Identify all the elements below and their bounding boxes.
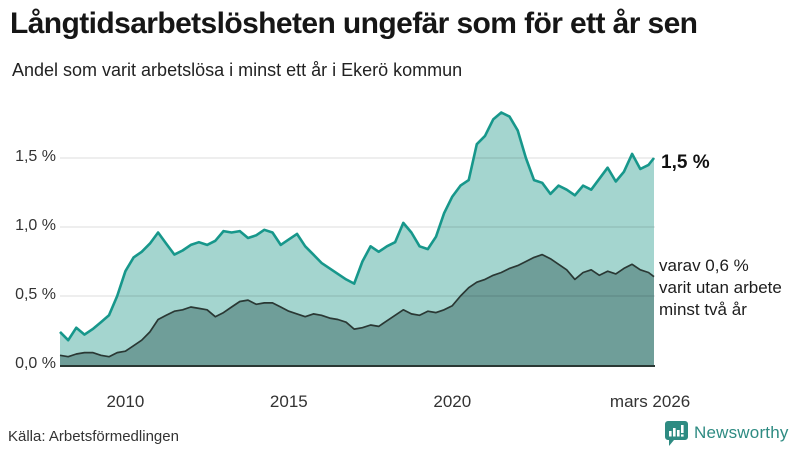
area-two-year-series	[60, 254, 654, 365]
two-year-annotation: varav 0,6 % varit utan arbete minst två …	[659, 255, 782, 321]
x-tick-label: mars 2026	[609, 392, 691, 411]
newsworthy-chart-bubble-icon	[665, 421, 688, 446]
source-caption: Källa: Arbetsförmedlingen	[8, 428, 179, 445]
brand-name: Newsworthy	[694, 423, 789, 442]
y-tick-label: 0,5 %	[15, 286, 56, 303]
x-tick-label: 2010	[106, 392, 145, 411]
gridlines	[60, 157, 655, 297]
x-tick-label: 2015	[269, 392, 308, 411]
y-tick-label: 0,0 %	[15, 355, 56, 372]
line-total-series	[59, 111, 656, 342]
two-year-annotation-line2: varit utan arbete	[659, 278, 782, 297]
chart-title: Långtidsarbetslösheten ungefär som för e…	[10, 7, 698, 40]
x-tick-label: 2020	[433, 392, 472, 411]
y-tick-label: 1,0 %	[15, 217, 56, 234]
latest-value-label: 1,5 %	[661, 152, 710, 173]
line-two-year-series	[59, 253, 655, 358]
chart-subtitle: Andel som varit arbetslösa i minst ett å…	[12, 60, 463, 80]
two-year-annotation-line1: varav 0,6 %	[659, 256, 749, 275]
newsworthy-logo[interactable]: Newsworthy	[664, 420, 789, 446]
y-tick-label: 1,5 %	[15, 148, 56, 165]
two-year-annotation-line3: minst två år	[659, 300, 747, 319]
